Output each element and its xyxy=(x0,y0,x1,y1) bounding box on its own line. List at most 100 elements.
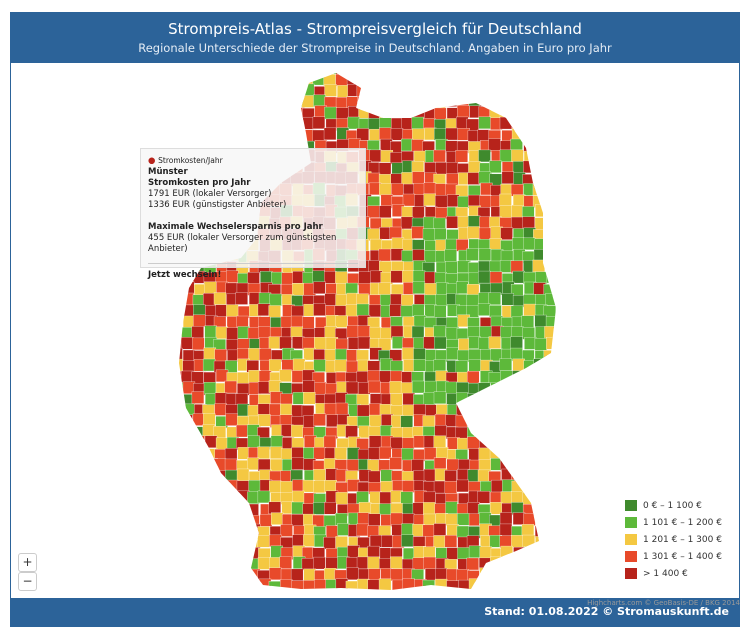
region[interactable] xyxy=(544,96,557,109)
region[interactable] xyxy=(499,149,513,163)
region[interactable] xyxy=(172,295,184,308)
region[interactable] xyxy=(567,514,579,526)
region[interactable] xyxy=(478,248,492,261)
region[interactable] xyxy=(456,403,469,417)
region[interactable] xyxy=(213,84,226,97)
region[interactable] xyxy=(566,217,578,229)
region[interactable] xyxy=(456,569,469,582)
region[interactable] xyxy=(368,568,381,581)
region[interactable] xyxy=(423,491,436,505)
region[interactable] xyxy=(411,139,424,152)
region[interactable] xyxy=(390,568,403,582)
region[interactable] xyxy=(413,315,427,328)
region[interactable] xyxy=(466,557,479,571)
region[interactable] xyxy=(215,558,228,571)
region[interactable] xyxy=(347,479,360,492)
region[interactable] xyxy=(533,249,547,262)
region[interactable] xyxy=(313,281,326,294)
region[interactable] xyxy=(170,73,183,85)
region[interactable] xyxy=(181,292,194,306)
region[interactable] xyxy=(435,207,448,220)
region[interactable] xyxy=(434,578,448,591)
region[interactable] xyxy=(215,326,229,339)
region[interactable] xyxy=(356,556,370,570)
region[interactable] xyxy=(193,63,207,76)
region[interactable] xyxy=(433,336,447,350)
region[interactable] xyxy=(292,479,305,492)
region[interactable] xyxy=(500,392,513,405)
region[interactable] xyxy=(423,193,436,206)
region[interactable] xyxy=(204,116,217,130)
region[interactable] xyxy=(543,161,556,174)
region[interactable] xyxy=(500,458,513,471)
region[interactable] xyxy=(205,304,218,318)
region[interactable] xyxy=(457,349,470,363)
region[interactable] xyxy=(455,414,469,428)
region[interactable] xyxy=(411,304,425,317)
region[interactable] xyxy=(523,435,536,448)
region[interactable] xyxy=(488,73,502,86)
region[interactable] xyxy=(444,470,457,483)
region[interactable] xyxy=(545,424,558,437)
region[interactable] xyxy=(334,447,347,460)
region[interactable] xyxy=(422,95,435,108)
region[interactable] xyxy=(226,339,239,352)
region[interactable] xyxy=(533,492,546,506)
region[interactable] xyxy=(171,545,183,558)
region[interactable] xyxy=(402,578,415,591)
region[interactable] xyxy=(545,458,558,471)
region[interactable] xyxy=(236,548,249,561)
region[interactable] xyxy=(380,469,393,483)
region[interactable] xyxy=(533,172,546,185)
region[interactable] xyxy=(446,173,459,186)
region[interactable] xyxy=(555,413,568,426)
region[interactable] xyxy=(534,117,547,130)
region[interactable] xyxy=(467,226,480,239)
region[interactable] xyxy=(215,537,228,550)
region[interactable] xyxy=(512,425,525,438)
region[interactable] xyxy=(236,468,250,482)
region[interactable] xyxy=(567,393,579,405)
region[interactable] xyxy=(302,63,315,75)
region[interactable] xyxy=(433,359,447,372)
region[interactable] xyxy=(567,207,579,219)
region[interactable] xyxy=(193,448,206,461)
region[interactable] xyxy=(544,513,556,526)
region[interactable] xyxy=(356,371,370,384)
region[interactable] xyxy=(424,250,437,263)
region[interactable] xyxy=(192,557,206,570)
region[interactable] xyxy=(204,129,217,142)
region[interactable] xyxy=(235,292,248,305)
region[interactable] xyxy=(557,162,569,174)
region[interactable] xyxy=(511,128,525,141)
region[interactable] xyxy=(480,415,493,428)
region[interactable] xyxy=(180,96,193,110)
region[interactable] xyxy=(191,426,205,439)
region[interactable] xyxy=(237,447,251,460)
region[interactable] xyxy=(411,95,424,109)
region[interactable] xyxy=(521,394,534,407)
region[interactable] xyxy=(523,63,537,76)
region[interactable] xyxy=(521,524,535,537)
region[interactable] xyxy=(532,128,546,141)
region[interactable] xyxy=(181,127,194,141)
region[interactable] xyxy=(368,470,381,484)
region[interactable] xyxy=(191,83,204,96)
region[interactable] xyxy=(467,502,480,515)
region[interactable] xyxy=(455,360,468,373)
region[interactable] xyxy=(433,95,446,109)
region[interactable] xyxy=(170,557,183,570)
region[interactable] xyxy=(171,480,183,494)
region[interactable] xyxy=(368,106,381,119)
region[interactable] xyxy=(535,383,548,396)
region[interactable] xyxy=(346,459,360,472)
region[interactable] xyxy=(478,270,491,284)
region[interactable] xyxy=(545,546,558,559)
region[interactable] xyxy=(226,105,239,118)
region[interactable] xyxy=(480,85,493,99)
region[interactable] xyxy=(280,403,293,417)
region[interactable] xyxy=(521,557,534,570)
region[interactable] xyxy=(499,523,513,537)
region[interactable] xyxy=(478,227,492,241)
region[interactable] xyxy=(292,84,306,97)
